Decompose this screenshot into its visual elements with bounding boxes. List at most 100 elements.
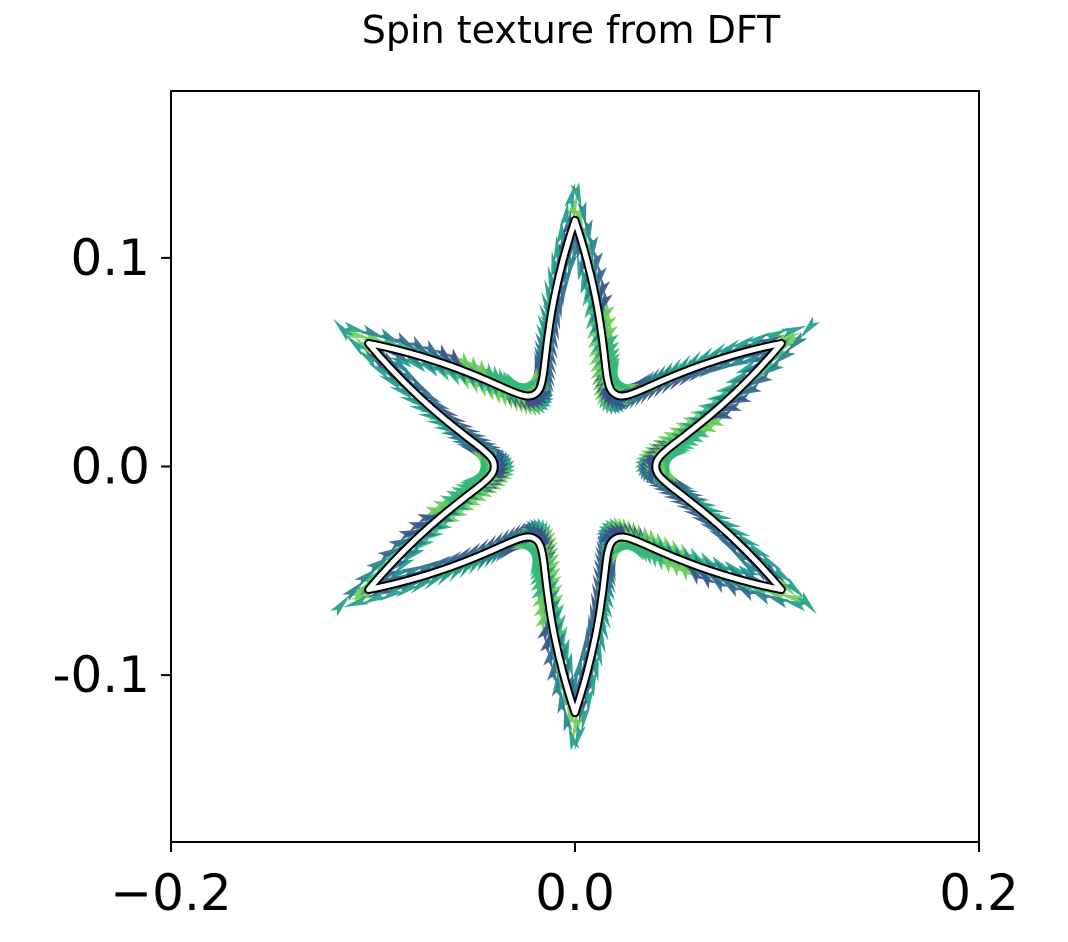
spin-arrow	[503, 374, 528, 393]
spin-arrow	[597, 278, 611, 305]
spin-arrow	[388, 537, 415, 551]
spin-arrow	[759, 359, 784, 377]
spin-arrow	[342, 595, 370, 608]
spin-arrow	[735, 357, 757, 380]
spin-arrow	[393, 553, 415, 576]
spin-arrow	[361, 589, 388, 605]
spin-arrow	[408, 335, 431, 357]
spin-arrow	[459, 554, 478, 579]
spin-arrow	[583, 219, 593, 246]
x-tick-label: 0.0	[535, 864, 615, 922]
spin-arrow	[719, 576, 742, 598]
spin-arrow	[547, 655, 556, 683]
spin-arrow	[747, 371, 773, 387]
spin-arrow	[771, 346, 796, 366]
spin-arrow	[377, 328, 403, 345]
x-tick-label: −0.2	[110, 864, 231, 922]
spin-arrow	[692, 346, 713, 370]
spin-arrow	[564, 182, 576, 209]
spin-arrow	[556, 218, 566, 245]
spin-arrow	[730, 335, 755, 355]
spin-arrow	[348, 580, 370, 603]
spin-arrow	[594, 250, 603, 278]
chart-title: Spin texture from DFT	[361, 8, 781, 52]
spin-arrow	[584, 688, 594, 715]
spin-arrow	[416, 387, 442, 403]
spin-arrow	[635, 370, 655, 395]
spin-arrow	[796, 591, 817, 615]
y-tick-label: -0.1	[52, 646, 150, 704]
spin-arrow	[785, 331, 808, 353]
spin-arrow	[574, 724, 586, 751]
spin-arrow	[378, 584, 404, 602]
spin-arrow	[780, 330, 802, 353]
spin-arrow	[589, 235, 599, 262]
spin-arrow	[641, 367, 660, 392]
spin-arrow	[716, 339, 740, 360]
spin-arrow	[769, 564, 794, 584]
spin-arrow	[366, 556, 391, 574]
spin-arrow	[747, 588, 773, 605]
spin-arrow	[468, 550, 487, 575]
y-tick-label: 0.1	[70, 229, 150, 287]
spin-arrow	[556, 613, 566, 640]
spin-arrow	[345, 334, 368, 356]
spin-arrow	[721, 560, 748, 574]
spin-arrow	[699, 523, 726, 537]
spin-arrow	[551, 671, 561, 698]
spin-arrow	[781, 599, 808, 612]
spin-arrow	[330, 594, 351, 617]
spin-arrow	[782, 577, 805, 599]
spin-arrow	[402, 359, 429, 373]
spin-arrow	[672, 354, 691, 379]
fermi-contour	[364, 215, 786, 718]
spin-arrow-field	[330, 182, 820, 751]
spin-arrow	[410, 573, 434, 594]
spin-arrow	[681, 350, 702, 375]
spin-arrow	[557, 687, 567, 714]
spin-arrow	[732, 582, 757, 602]
spin-arrow	[563, 705, 573, 732]
y-tick-label: 0.0	[70, 438, 150, 496]
spin-arrow	[421, 339, 444, 362]
spin-arrow	[717, 538, 743, 556]
spin-arrow	[333, 318, 354, 342]
spin-arrow	[356, 349, 381, 369]
spin-arrow	[577, 201, 587, 228]
spin-arrow	[377, 546, 403, 562]
spin-arrow	[500, 372, 523, 394]
spin-arrow	[424, 568, 446, 591]
spin-arrow	[342, 321, 369, 334]
spin-arrow	[762, 328, 789, 344]
contour-outline	[364, 215, 786, 718]
spin-arrow	[367, 362, 393, 380]
axis-ticks: −0.2 0.0 0.2 0.1 0.0 -0.1	[52, 229, 1018, 922]
spin-arrow	[627, 539, 650, 561]
spin-arrow	[539, 628, 553, 655]
spin-arrow	[389, 386, 416, 400]
spin-arrow	[780, 325, 808, 338]
spin-arrow	[354, 567, 379, 587]
spin-arrow	[734, 533, 761, 547]
spin-arrow	[706, 571, 729, 594]
spin-arrow	[354, 336, 377, 359]
spin-arrow	[342, 580, 365, 602]
spin-arrow	[543, 641, 554, 668]
spin-arrow	[745, 542, 772, 558]
spin-arrow	[708, 530, 734, 546]
spin-arrow	[746, 331, 772, 349]
spin-arrow	[622, 540, 647, 559]
spin-arrow	[763, 593, 790, 609]
contour-core	[366, 217, 784, 716]
spin-arrow	[757, 553, 783, 571]
spin-arrow	[585, 304, 595, 332]
spin-arrow	[704, 342, 726, 365]
spin-arrow	[596, 265, 607, 292]
spin-arrow	[393, 331, 418, 351]
spin-arrow	[395, 578, 420, 598]
spin-arrow	[490, 541, 509, 566]
spin-arrow	[735, 382, 762, 396]
spin-arrow	[799, 316, 820, 339]
spin-arrow	[378, 375, 405, 391]
